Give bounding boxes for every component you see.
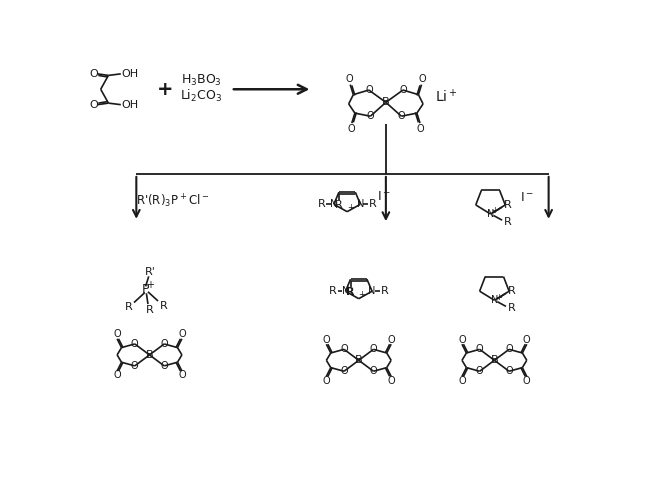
Text: +: +: [491, 206, 498, 216]
Text: P: P: [142, 283, 149, 296]
Text: +: +: [359, 290, 365, 300]
Text: R: R: [381, 286, 388, 296]
Text: O: O: [370, 344, 377, 354]
Text: O: O: [370, 366, 377, 376]
Text: $\mathregular{H_3BO_3}$: $\mathregular{H_3BO_3}$: [181, 73, 222, 88]
Text: O: O: [523, 335, 531, 345]
Text: O: O: [346, 74, 353, 84]
Text: O: O: [367, 111, 374, 121]
Text: B: B: [490, 356, 498, 366]
Text: N: N: [369, 286, 376, 296]
Text: B: B: [355, 356, 363, 366]
Text: O: O: [322, 376, 330, 386]
Text: R: R: [504, 216, 511, 226]
Text: O: O: [419, 74, 426, 84]
Text: N: N: [490, 295, 498, 305]
Text: O: O: [505, 344, 513, 354]
Text: I$^-$: I$^-$: [520, 190, 534, 203]
Text: I$^-$: I$^-$: [377, 190, 391, 203]
Text: N: N: [487, 209, 494, 219]
Text: O: O: [505, 366, 513, 376]
Text: O: O: [365, 85, 373, 95]
Text: O: O: [476, 366, 484, 376]
Text: O: O: [161, 361, 168, 371]
Text: R': R': [145, 267, 156, 277]
Text: N: N: [330, 199, 338, 209]
Text: O: O: [113, 370, 121, 380]
Text: N: N: [357, 199, 364, 209]
Text: O: O: [90, 100, 98, 110]
Text: R: R: [318, 199, 325, 209]
Text: O: O: [341, 366, 348, 376]
Text: O: O: [113, 330, 121, 340]
Text: R: R: [504, 200, 511, 210]
Text: O: O: [322, 335, 330, 345]
Text: R: R: [347, 286, 355, 296]
Text: R: R: [329, 286, 337, 296]
Text: R'(R)$_3$P$^+$Cl$^-$: R'(R)$_3$P$^+$Cl$^-$: [136, 192, 209, 210]
Text: +: +: [157, 80, 173, 99]
Text: +: +: [347, 204, 354, 212]
Text: O: O: [178, 370, 186, 380]
Text: N: N: [342, 286, 349, 296]
Text: B: B: [382, 98, 389, 108]
Text: O: O: [417, 124, 425, 134]
Text: O: O: [90, 69, 98, 79]
Text: R: R: [508, 286, 515, 296]
Text: O: O: [387, 335, 395, 345]
Text: O: O: [399, 85, 407, 95]
Text: R: R: [369, 199, 377, 209]
Text: Li$^+$: Li$^+$: [435, 88, 458, 106]
Text: R: R: [124, 302, 132, 312]
Text: O: O: [131, 361, 138, 371]
Text: B: B: [146, 350, 153, 360]
Text: OH: OH: [122, 69, 138, 79]
Text: +: +: [147, 280, 155, 290]
Text: O: O: [161, 339, 168, 349]
Text: R: R: [161, 302, 168, 312]
Text: O: O: [341, 344, 348, 354]
Text: O: O: [131, 339, 138, 349]
Text: O: O: [347, 124, 355, 134]
Text: O: O: [523, 376, 531, 386]
Text: $\mathregular{Li_2CO_3}$: $\mathregular{Li_2CO_3}$: [181, 88, 223, 104]
Text: +: +: [495, 292, 502, 302]
Text: R: R: [508, 303, 515, 313]
Text: O: O: [458, 376, 466, 386]
Text: OH: OH: [122, 100, 138, 110]
Text: O: O: [387, 376, 395, 386]
Text: R: R: [146, 305, 153, 316]
Text: R: R: [335, 200, 343, 209]
Text: O: O: [458, 335, 466, 345]
Text: O: O: [397, 111, 405, 121]
Text: O: O: [476, 344, 484, 354]
Text: O: O: [178, 330, 186, 340]
